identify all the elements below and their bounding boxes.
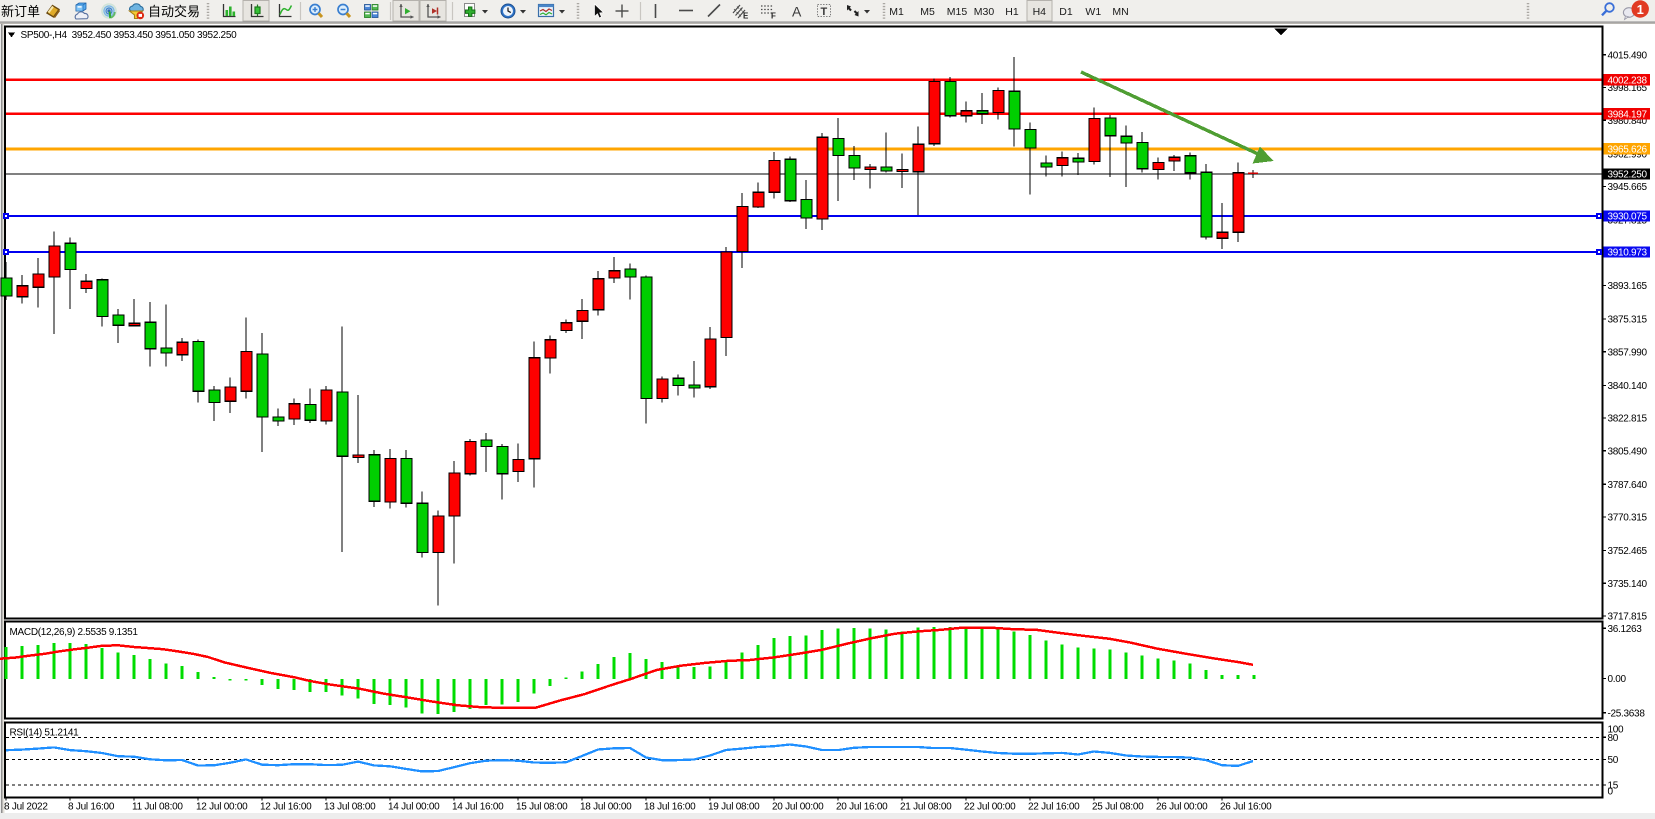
svg-text:20 Jul 16:00: 20 Jul 16:00 <box>836 802 888 813</box>
svg-text:26 Jul 00:00: 26 Jul 00:00 <box>1156 802 1208 813</box>
svg-text:25 Jul 08:00: 25 Jul 08:00 <box>1092 802 1144 813</box>
svg-text:8 Jul 16:00: 8 Jul 16:00 <box>68 802 115 813</box>
svg-text:0: 0 <box>1608 786 1614 797</box>
svg-text:3910.973: 3910.973 <box>1608 248 1648 259</box>
svg-text:3930.075: 3930.075 <box>1608 212 1648 223</box>
svg-text:4015.490: 4015.490 <box>1608 50 1648 61</box>
svg-text:1: 1 <box>1637 2 1644 17</box>
svg-text:3840.140: 3840.140 <box>1608 381 1648 392</box>
svg-text:4002.238: 4002.238 <box>1608 75 1648 86</box>
svg-text:3752.465: 3752.465 <box>1608 546 1648 557</box>
svg-text:H4: H4 <box>1033 6 1047 18</box>
svg-text:3965.626: 3965.626 <box>1608 144 1648 155</box>
svg-text:14 Jul 16:00: 14 Jul 16:00 <box>452 802 504 813</box>
svg-text:3805.490: 3805.490 <box>1608 446 1648 457</box>
svg-text:T: T <box>821 6 828 18</box>
svg-text:M30: M30 <box>974 6 995 18</box>
svg-text:3717.815: 3717.815 <box>1608 612 1648 623</box>
svg-text:22 Jul 16:00: 22 Jul 16:00 <box>1028 802 1080 813</box>
svg-text:18 Jul 00:00: 18 Jul 00:00 <box>580 802 632 813</box>
svg-text:3893.165: 3893.165 <box>1608 281 1648 292</box>
svg-text:-25.3638: -25.3638 <box>1608 708 1646 719</box>
svg-text:15: 15 <box>1608 781 1619 792</box>
svg-text:3857.990: 3857.990 <box>1608 347 1648 358</box>
svg-text:26 Jul 16:00: 26 Jul 16:00 <box>1220 802 1272 813</box>
svg-text:22 Jul 00:00: 22 Jul 00:00 <box>964 802 1016 813</box>
svg-text:3998.165: 3998.165 <box>1608 83 1648 94</box>
svg-text:100: 100 <box>1608 725 1625 736</box>
svg-text:36.1263: 36.1263 <box>1608 624 1643 635</box>
svg-text:M15: M15 <box>947 6 968 18</box>
svg-text:12 Jul 16:00: 12 Jul 16:00 <box>260 802 312 813</box>
svg-text:19 Jul 08:00: 19 Jul 08:00 <box>708 802 760 813</box>
svg-text:80: 80 <box>1608 733 1619 744</box>
svg-text:新订单: 新订单 <box>1 4 40 19</box>
svg-text:15 Jul 08:00: 15 Jul 08:00 <box>516 802 568 813</box>
svg-text:3980.840: 3980.840 <box>1608 116 1648 127</box>
svg-text:18 Jul 16:00: 18 Jul 16:00 <box>644 802 696 813</box>
svg-text:3770.315: 3770.315 <box>1608 513 1648 524</box>
svg-text:D1: D1 <box>1059 6 1073 18</box>
svg-text:3952.250: 3952.250 <box>1608 170 1648 181</box>
svg-text:50: 50 <box>1608 755 1619 766</box>
svg-text:MN: MN <box>1112 6 1128 18</box>
svg-text:13 Jul 08:00: 13 Jul 08:00 <box>324 802 376 813</box>
svg-text:M1: M1 <box>889 6 904 18</box>
svg-text:3822.815: 3822.815 <box>1608 414 1648 425</box>
svg-text:12 Jul 00:00: 12 Jul 00:00 <box>196 802 248 813</box>
svg-text:0.00: 0.00 <box>1608 674 1627 685</box>
svg-text:A: A <box>792 4 802 20</box>
svg-text:14 Jul 00:00: 14 Jul 00:00 <box>388 802 440 813</box>
svg-text:20 Jul 00:00: 20 Jul 00:00 <box>772 802 824 813</box>
svg-text:F: F <box>771 12 776 21</box>
svg-text:8 Jul 2022: 8 Jul 2022 <box>4 802 48 813</box>
svg-text:3875.315: 3875.315 <box>1608 315 1648 326</box>
svg-text:3787.640: 3787.640 <box>1608 480 1648 491</box>
svg-text:21 Jul 08:00: 21 Jul 08:00 <box>900 802 952 813</box>
svg-text:RSI(14) 51.2141: RSI(14) 51.2141 <box>10 728 80 739</box>
svg-text:SP500-,H4 3952.450 3953.450 3: SP500-,H4 3952.450 3953.450 3951.050 395… <box>21 30 238 41</box>
svg-text:3962.990: 3962.990 <box>1608 149 1648 160</box>
svg-text:MACD(12,26,9) 2.5535 9.1351: MACD(12,26,9) 2.5535 9.1351 <box>10 627 139 638</box>
svg-text:W1: W1 <box>1085 6 1101 18</box>
svg-text:3984.197: 3984.197 <box>1608 109 1648 120</box>
svg-text:E: E <box>743 12 749 21</box>
svg-text:M5: M5 <box>920 6 935 18</box>
svg-text:11 Jul 08:00: 11 Jul 08:00 <box>132 802 183 813</box>
svg-text:3945.665: 3945.665 <box>1608 182 1648 193</box>
svg-text:H1: H1 <box>1005 6 1019 18</box>
svg-text:自动交易: 自动交易 <box>148 4 200 19</box>
svg-text:3735.140: 3735.140 <box>1608 579 1648 590</box>
